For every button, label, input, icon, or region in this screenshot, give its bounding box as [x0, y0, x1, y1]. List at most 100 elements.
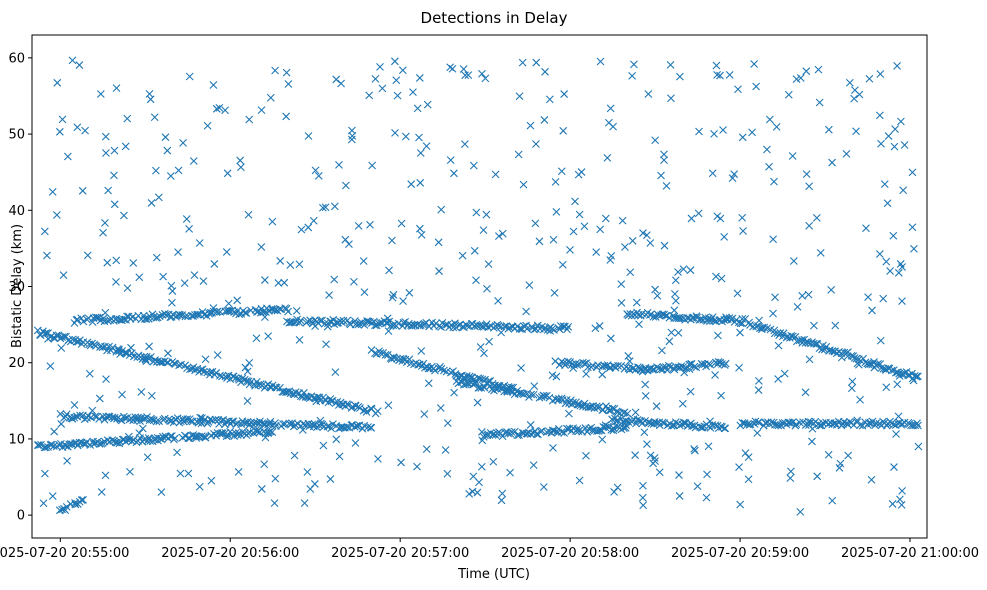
- data-points: [33, 56, 923, 516]
- data-point: [343, 423, 352, 432]
- data-point: [692, 312, 701, 321]
- data-point: [198, 414, 206, 422]
- data-point: [532, 140, 540, 148]
- data-point: [805, 355, 814, 364]
- data-point: [355, 319, 364, 328]
- data-point: [791, 333, 800, 341]
- data-point: [573, 361, 582, 369]
- data-point: [575, 210, 584, 219]
- data-point: [721, 359, 730, 368]
- data-point: [77, 314, 86, 323]
- data-point: [477, 427, 486, 436]
- data-point: [457, 377, 466, 386]
- data-point: [755, 316, 764, 325]
- data-point: [326, 475, 335, 483]
- data-point: [909, 376, 918, 385]
- data-point: [373, 407, 382, 416]
- x-tick-label: 2025-07-20 20:57:00: [331, 546, 469, 561]
- data-point: [138, 424, 147, 433]
- data-point: [321, 203, 330, 212]
- data-point: [147, 391, 156, 400]
- data-point: [641, 391, 650, 400]
- data-point: [119, 211, 128, 220]
- data-point: [431, 366, 439, 375]
- data-point: [300, 499, 309, 508]
- data-point: [81, 440, 90, 448]
- data-point: [303, 317, 312, 326]
- data-point: [91, 313, 100, 322]
- data-point: [118, 390, 126, 399]
- data-point: [314, 171, 323, 180]
- data-point: [485, 337, 493, 346]
- data-point: [319, 203, 327, 212]
- data-point: [465, 489, 474, 498]
- data-point: [124, 432, 133, 441]
- data-point: [601, 421, 610, 430]
- data-point: [322, 340, 330, 349]
- data-point: [190, 271, 199, 279]
- data-point: [478, 69, 486, 78]
- y-tick-label: 60: [8, 51, 25, 66]
- data-point: [519, 180, 528, 189]
- data-point: [583, 363, 592, 372]
- data-point: [441, 446, 450, 454]
- x-tick-label: 2025-07-20 20:58:00: [501, 546, 639, 561]
- data-point: [337, 79, 346, 88]
- data-point: [213, 351, 222, 359]
- y-tick-label: 40: [8, 204, 25, 219]
- data-point: [286, 261, 295, 269]
- data-point: [716, 214, 725, 223]
- data-point: [473, 398, 482, 407]
- data-point: [282, 112, 291, 121]
- data-point: [257, 243, 266, 251]
- data-point: [894, 412, 903, 421]
- data-point: [842, 150, 851, 158]
- data-point: [569, 398, 577, 407]
- data-point: [390, 57, 399, 66]
- data-point: [446, 63, 455, 72]
- data-point: [532, 430, 541, 438]
- data-point: [183, 415, 192, 423]
- data-point: [882, 257, 891, 266]
- data-point: [85, 369, 94, 378]
- data-point: [58, 115, 67, 124]
- data-point: [828, 347, 837, 355]
- y-tick-label: 20: [8, 356, 25, 371]
- data-point: [752, 82, 761, 91]
- data-point: [798, 338, 807, 347]
- data-point: [367, 423, 376, 432]
- data-point: [541, 67, 549, 76]
- data-point: [203, 121, 212, 130]
- data-point: [297, 225, 306, 234]
- data-point: [363, 317, 371, 325]
- data-point: [639, 501, 648, 510]
- data-point: [681, 419, 689, 428]
- data-point: [872, 419, 881, 428]
- data-point: [717, 391, 725, 400]
- data-point: [891, 125, 900, 134]
- data-point: [513, 431, 522, 439]
- data-point: [148, 415, 156, 424]
- data-point: [145, 342, 153, 351]
- data-point: [88, 406, 97, 415]
- data-point: [735, 463, 743, 472]
- data-point: [422, 445, 431, 453]
- data-point: [690, 362, 699, 371]
- data-point: [413, 104, 422, 113]
- data-point: [112, 84, 121, 92]
- data-point: [362, 408, 371, 416]
- data-point: [670, 306, 679, 315]
- data-point: [552, 372, 561, 381]
- data-point: [242, 309, 251, 317]
- data-point: [667, 328, 676, 337]
- data-point: [222, 432, 231, 441]
- data-point: [330, 275, 339, 284]
- data-point: [335, 161, 343, 169]
- data-point: [458, 251, 467, 260]
- data-point: [706, 360, 715, 369]
- data-point: [450, 169, 458, 178]
- data-point: [195, 482, 204, 491]
- data-point: [595, 322, 604, 330]
- data-point: [351, 439, 360, 447]
- data-point: [121, 414, 130, 423]
